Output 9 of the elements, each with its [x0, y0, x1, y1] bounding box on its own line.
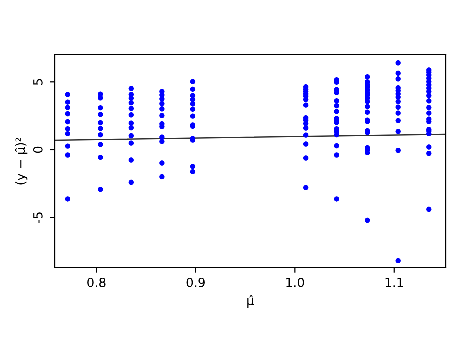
y-tick-label: -5: [34, 212, 43, 224]
x-axis-title: μ̂: [248, 295, 254, 308]
x-tick-label: 1.1: [386, 278, 404, 288]
x-tick-label: 0.9: [186, 278, 205, 288]
x-tick-label: 1.0: [286, 278, 304, 288]
y-tick-label: 0: [33, 146, 43, 154]
x-tick-label: 0.8: [88, 278, 106, 288]
y-axis-title: (y − μ̂)²: [15, 138, 28, 185]
y-tick-label: 5: [34, 79, 43, 86]
